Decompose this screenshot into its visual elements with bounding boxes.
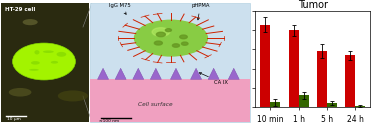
Ellipse shape — [58, 90, 88, 101]
Title: Tumor: Tumor — [298, 0, 328, 10]
Polygon shape — [228, 68, 239, 79]
Y-axis label: c_NPs in tissue [ng/mg]: c_NPs in tissue [ng/mg] — [223, 10, 232, 108]
Circle shape — [156, 32, 166, 37]
Circle shape — [135, 20, 208, 56]
FancyBboxPatch shape — [90, 3, 250, 122]
Bar — [317, 51, 327, 107]
Ellipse shape — [9, 88, 31, 97]
Circle shape — [181, 42, 188, 45]
Polygon shape — [133, 68, 144, 79]
Ellipse shape — [29, 69, 39, 71]
Polygon shape — [170, 68, 181, 79]
Polygon shape — [191, 68, 201, 79]
FancyBboxPatch shape — [1, 3, 89, 122]
Ellipse shape — [12, 43, 75, 80]
Circle shape — [152, 28, 170, 36]
Ellipse shape — [31, 61, 40, 65]
Ellipse shape — [23, 19, 38, 25]
Bar — [327, 103, 337, 107]
Text: Cell surface: Cell surface — [138, 102, 173, 107]
Circle shape — [180, 35, 187, 39]
Polygon shape — [115, 68, 126, 79]
Polygon shape — [208, 68, 219, 79]
Ellipse shape — [57, 52, 66, 57]
Text: HT-29 cell: HT-29 cell — [5, 7, 35, 12]
Bar — [270, 102, 280, 107]
Ellipse shape — [43, 50, 54, 53]
Ellipse shape — [34, 50, 39, 54]
Text: CA IX: CA IX — [199, 73, 228, 85]
Ellipse shape — [51, 61, 58, 64]
Circle shape — [172, 44, 180, 47]
FancyBboxPatch shape — [90, 79, 250, 122]
Polygon shape — [98, 68, 108, 79]
Text: pHPMA: pHPMA — [191, 3, 209, 20]
Bar — [355, 106, 365, 107]
Bar — [345, 55, 355, 107]
Circle shape — [166, 29, 172, 32]
Bar — [289, 30, 299, 107]
Bar — [299, 95, 308, 107]
Text: IgG M75: IgG M75 — [109, 3, 131, 14]
Bar — [260, 24, 270, 107]
Polygon shape — [150, 68, 161, 79]
Text: 10 μm: 10 μm — [7, 117, 21, 121]
Text: ≈100 nm: ≈100 nm — [99, 119, 119, 123]
Circle shape — [154, 41, 163, 45]
